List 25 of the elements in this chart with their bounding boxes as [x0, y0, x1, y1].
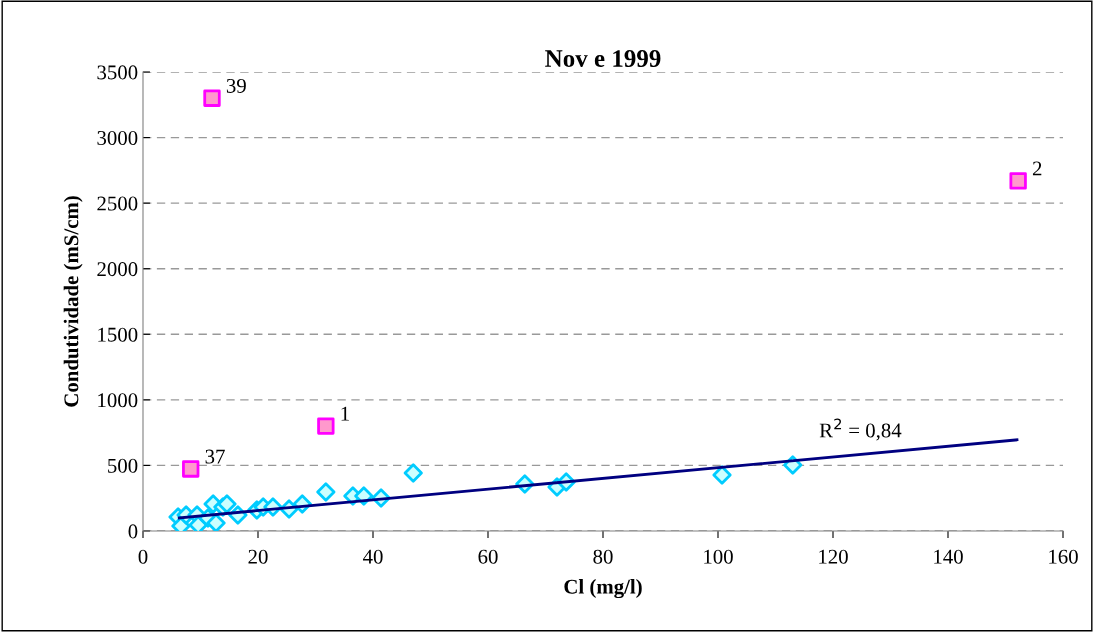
- x-tick-label: 100: [704, 549, 733, 564]
- y-tick-label: 2000: [97, 262, 138, 277]
- y-tick-label: 2500: [97, 196, 138, 211]
- x-tick-label: 0: [138, 549, 148, 564]
- x-tick-label: 20: [248, 549, 268, 564]
- y-tick-label: 3500: [97, 65, 138, 80]
- y-tick-label: 1500: [98, 327, 138, 342]
- chart-title: Nov e 1999: [545, 50, 661, 67]
- y-tick-label: 3000: [97, 130, 138, 145]
- y-tick-label: 500: [108, 458, 138, 473]
- annotation: 2: [1032, 161, 1042, 176]
- x-tick-label: 40: [362, 549, 383, 564]
- x-tick-label: 80: [593, 549, 613, 564]
- y-axis-title: Condutividade (mS/cm): [63, 196, 83, 407]
- x-axis-title: Cl (mg/l): [564, 579, 642, 599]
- annotation: 37: [205, 449, 225, 464]
- annotation: R$^{2}$ = 0,84: [819, 418, 902, 441]
- annotation: 39: [226, 78, 246, 93]
- x-tick-label: 140: [934, 549, 963, 564]
- x-tick-label: 160: [1049, 549, 1078, 564]
- y-tick-label: 0: [128, 524, 138, 539]
- annotation: 1: [341, 406, 349, 421]
- x-tick-label: 120: [819, 549, 848, 564]
- x-tick-label: 60: [478, 549, 498, 564]
- y-tick-label: 1000: [98, 393, 138, 408]
